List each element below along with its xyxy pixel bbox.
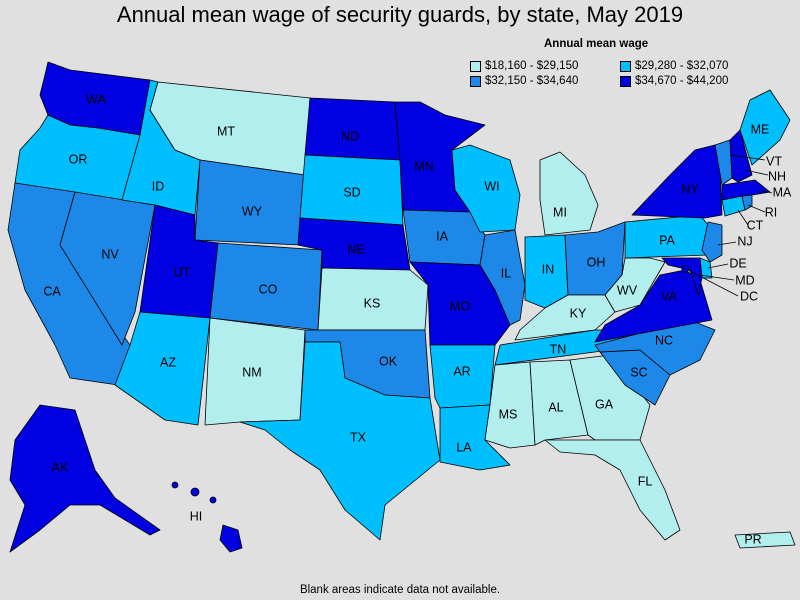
map-title: Annual mean wage of security guards, by … xyxy=(116,2,684,27)
svg-text:AL: AL xyxy=(548,400,563,414)
legend-label-4: $34,670 - $44,200 xyxy=(635,75,729,87)
svg-text:NM: NM xyxy=(242,365,261,379)
legend-item-3: $32,150 - $34,640 xyxy=(470,75,620,87)
svg-text:MT: MT xyxy=(217,124,235,138)
state-TX[interactable] xyxy=(239,341,441,541)
svg-text:IL: IL xyxy=(501,266,511,280)
legend-label-3: $32,150 - $34,640 xyxy=(485,75,579,87)
svg-text:MN: MN xyxy=(414,159,433,173)
svg-text:ME: ME xyxy=(751,122,770,136)
state-NH[interactable] xyxy=(729,129,753,183)
state-DC[interactable] xyxy=(681,265,689,273)
svg-text:RI: RI xyxy=(765,205,778,219)
label-leader-lines xyxy=(687,154,773,297)
svg-text:NC: NC xyxy=(655,333,673,347)
state-ME[interactable] xyxy=(739,89,791,166)
svg-text:HI: HI xyxy=(190,509,203,523)
state-WY[interactable] xyxy=(194,159,306,246)
svg-text:WI: WI xyxy=(484,179,499,193)
state-NJ[interactable] xyxy=(701,221,723,263)
svg-text:VA: VA xyxy=(661,289,677,303)
svg-text:DC: DC xyxy=(740,289,758,303)
svg-text:AZ: AZ xyxy=(160,355,176,369)
svg-text:MS: MS xyxy=(499,407,518,421)
svg-text:WV: WV xyxy=(617,283,638,297)
svg-text:NY: NY xyxy=(681,182,699,196)
svg-text:CO: CO xyxy=(259,282,278,296)
svg-text:MI: MI xyxy=(553,205,567,219)
svg-text:UT: UT xyxy=(174,265,191,279)
svg-text:OH: OH xyxy=(587,255,606,269)
state-HI[interactable] xyxy=(171,481,243,553)
svg-text:DE: DE xyxy=(729,256,746,270)
state-labels: WA OR CA NV ID MT WY UT AZ CO NM ND SD N… xyxy=(43,92,792,546)
state-PR[interactable] xyxy=(734,531,796,549)
svg-text:GA: GA xyxy=(595,397,614,411)
state-MA[interactable] xyxy=(721,179,771,201)
svg-text:VT: VT xyxy=(766,154,782,168)
svg-text:WA: WA xyxy=(86,92,106,106)
legend-swatch-1 xyxy=(470,60,481,72)
legend-item-4: $34,670 - $44,200 xyxy=(620,75,780,87)
state-FL[interactable] xyxy=(544,439,681,541)
state-AK[interactable] xyxy=(9,404,161,553)
svg-text:NV: NV xyxy=(101,247,119,261)
legend: Annual mean wage $18,160 - $29,150 $29,2… xyxy=(470,38,790,87)
svg-text:ND: ND xyxy=(341,129,359,143)
svg-text:AK: AK xyxy=(52,460,69,474)
svg-text:AR: AR xyxy=(453,364,470,378)
svg-text:CA: CA xyxy=(43,284,61,298)
svg-text:PR: PR xyxy=(744,532,761,546)
legend-item-2: $29,280 - $32,070 xyxy=(620,60,780,72)
svg-text:FL: FL xyxy=(638,474,653,488)
legend-label-2: $29,280 - $32,070 xyxy=(635,60,729,72)
svg-text:MD: MD xyxy=(735,273,754,287)
svg-text:MA: MA xyxy=(773,185,792,199)
state-WV[interactable] xyxy=(604,257,666,313)
svg-text:TX: TX xyxy=(350,430,367,444)
legend-swatch-4 xyxy=(620,75,631,87)
svg-text:CT: CT xyxy=(747,218,764,232)
svg-text:MO: MO xyxy=(450,299,470,313)
svg-text:LA: LA xyxy=(456,440,472,454)
footnote: Blank areas indicate data not available. xyxy=(299,584,501,596)
svg-text:IA: IA xyxy=(436,229,448,243)
legend-label-1: $18,160 - $29,150 xyxy=(485,60,579,72)
svg-text:TN: TN xyxy=(550,342,567,356)
state-NY[interactable] xyxy=(631,144,723,219)
svg-text:SC: SC xyxy=(630,365,647,379)
legend-title: Annual mean wage xyxy=(544,38,649,50)
legend-swatch-3 xyxy=(470,75,481,87)
legend-swatch-2 xyxy=(620,60,631,72)
svg-text:NE: NE xyxy=(347,242,364,256)
state-AL[interactable] xyxy=(529,359,589,446)
state-MD[interactable] xyxy=(661,257,703,296)
legend-item-1: $18,160 - $29,150 xyxy=(470,60,620,72)
svg-text:ID: ID xyxy=(152,179,165,193)
state-IL[interactable] xyxy=(479,229,526,326)
svg-text:PA: PA xyxy=(659,233,675,247)
svg-text:NJ: NJ xyxy=(737,234,752,248)
svg-text:OR: OR xyxy=(69,152,88,166)
svg-text:OK: OK xyxy=(379,354,398,368)
svg-text:KY: KY xyxy=(570,306,587,320)
svg-text:IN: IN xyxy=(542,262,555,276)
state-MI[interactable] xyxy=(539,151,599,236)
svg-text:SD: SD xyxy=(343,185,360,199)
svg-text:KS: KS xyxy=(364,296,381,310)
svg-text:NH: NH xyxy=(768,169,786,183)
svg-text:WY: WY xyxy=(242,204,263,218)
state-KS[interactable] xyxy=(317,267,429,331)
